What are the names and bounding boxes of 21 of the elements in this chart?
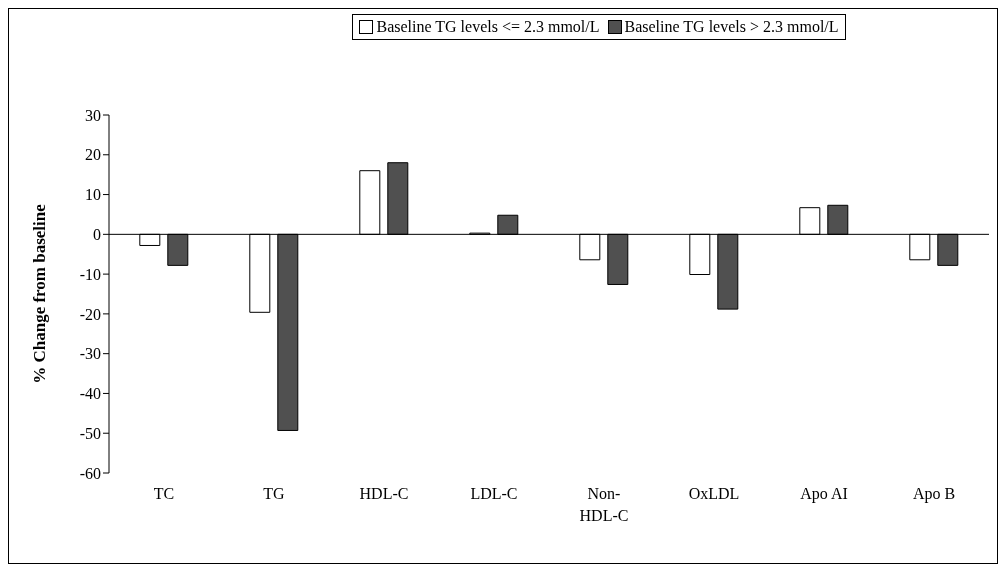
y-tick-label: 20 — [85, 146, 101, 164]
x-tick-label: TG — [263, 485, 286, 502]
legend-label: Baseline TG levels <= 2.3 mmol/L — [376, 18, 600, 36]
x-tick-label: Non-HDL-C — [579, 485, 629, 524]
x-tick-label: TC — [153, 485, 175, 502]
x-tick-label: OxLDL — [688, 485, 740, 502]
y-tick-label: 30 — [85, 106, 101, 124]
y-tick-label: -50 — [79, 424, 101, 442]
x-tick-label: LDL-C — [470, 485, 518, 502]
y-tick-label: -60 — [79, 464, 101, 482]
legend-label: Baseline TG levels > 2.3 mmol/L — [624, 18, 839, 36]
y-tick-label: -30 — [79, 345, 101, 363]
y-tick-label: -10 — [79, 265, 101, 283]
x-tick-label: HDL-C — [359, 485, 409, 502]
y-tick-label: 0 — [93, 226, 101, 244]
y-tick-label: 10 — [85, 186, 101, 204]
y-tick-label: -40 — [79, 385, 101, 403]
x-tick-label: Apo AI — [800, 485, 848, 503]
y-tick-label: -20 — [79, 305, 101, 323]
y-axis-title: % Change from baseline — [30, 203, 50, 384]
x-tick-label: Apo B — [912, 485, 956, 503]
